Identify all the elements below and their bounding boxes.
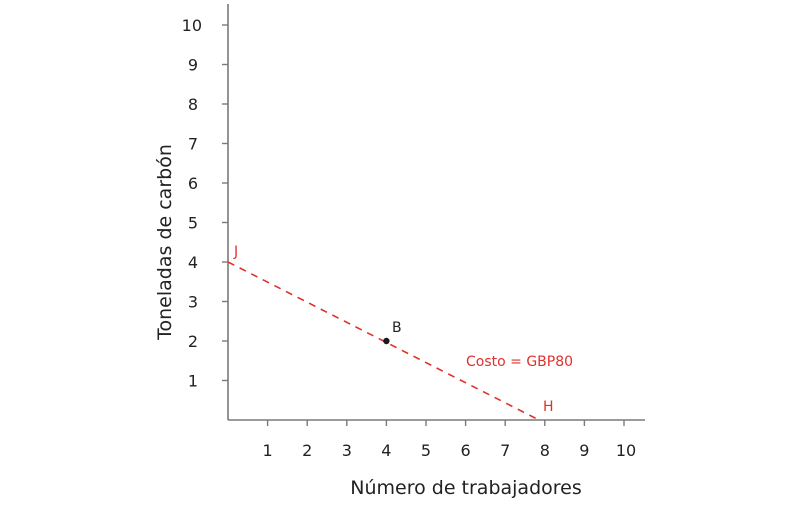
svg-text:6: 6 — [188, 174, 198, 193]
y-axis-title: Toneladas de carbón — [154, 144, 176, 341]
svg-text:8: 8 — [188, 95, 198, 114]
svg-text:10: 10 — [616, 441, 636, 460]
svg-text:1: 1 — [188, 372, 198, 391]
label-j: J — [233, 244, 238, 260]
svg-text:8: 8 — [540, 441, 550, 460]
svg-text:9: 9 — [579, 441, 589, 460]
label-b: B — [392, 320, 402, 336]
svg-text:2: 2 — [188, 332, 198, 351]
label-h: H — [543, 399, 554, 415]
x-tick-labels: 1 2 3 4 5 6 7 8 9 10 — [263, 441, 637, 460]
svg-text:7: 7 — [500, 441, 510, 460]
y-ticks — [222, 24, 228, 382]
svg-text:9: 9 — [188, 56, 198, 75]
svg-text:2: 2 — [302, 441, 312, 460]
x-ticks — [266, 420, 625, 426]
svg-text:5: 5 — [188, 214, 198, 233]
svg-text:10: 10 — [182, 16, 202, 35]
y-tick-labels: 1 2 3 4 5 6 7 8 9 10 — [182, 16, 202, 391]
iso-cost-label: Costo = GBP80 — [466, 354, 573, 370]
point-b — [383, 337, 390, 345]
svg-text:3: 3 — [188, 293, 198, 312]
x-axis-title: Número de trabajadores — [350, 477, 582, 499]
svg-text:4: 4 — [188, 253, 198, 272]
svg-text:1: 1 — [263, 441, 273, 460]
svg-text:4: 4 — [381, 441, 391, 460]
svg-text:5: 5 — [421, 441, 431, 460]
svg-text:3: 3 — [342, 441, 352, 460]
svg-text:7: 7 — [188, 135, 198, 154]
svg-text:6: 6 — [461, 441, 471, 460]
